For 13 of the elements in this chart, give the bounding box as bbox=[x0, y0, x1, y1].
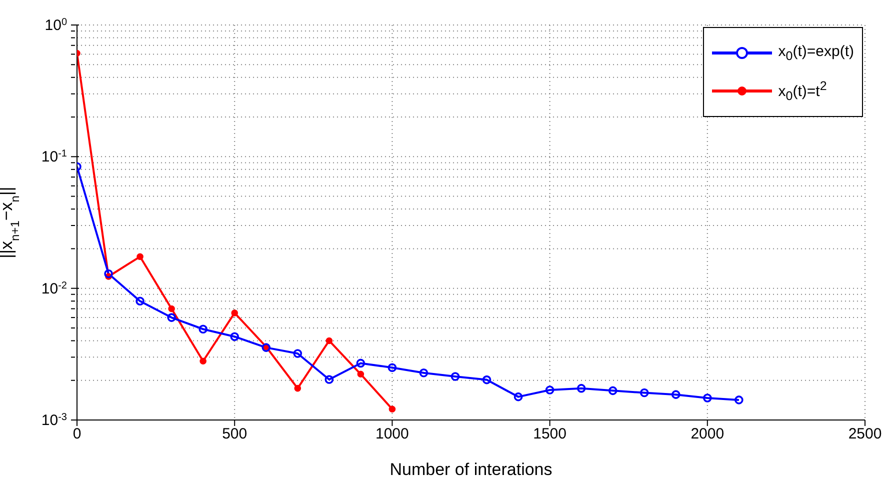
x-tick-label: 500 bbox=[222, 426, 248, 443]
x-tick-label: 0 bbox=[72, 426, 82, 443]
y-tick-label: 10$^{-2}$ bbox=[41, 280, 68, 298]
y-tick-label: 10$^{0}$ bbox=[44, 16, 68, 34]
x-tick-label: 1000 bbox=[376, 426, 409, 443]
y-tick-label: 10$^{-1}$ bbox=[41, 148, 68, 166]
x-tick-label: 2500 bbox=[848, 426, 882, 443]
y-tick-label: 10$^{-3}$ bbox=[41, 412, 68, 429]
legend-label: x$_{0}$(t)=t$^{2}$ bbox=[778, 79, 827, 103]
legend-label: x$_{0}$(t)=exp(t) bbox=[778, 43, 854, 63]
x-tick-label: 2000 bbox=[690, 426, 724, 443]
x-axis-title: Number of interations bbox=[390, 460, 552, 479]
x-tick-label: 1500 bbox=[533, 426, 566, 443]
